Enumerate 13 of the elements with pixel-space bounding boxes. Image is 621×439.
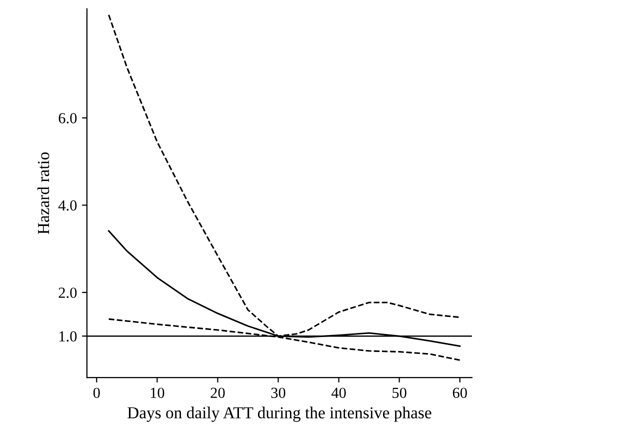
x-tick-label: 50 xyxy=(392,388,406,398)
y-tick-label: 4.0 xyxy=(58,200,77,211)
x-tick-label: 20 xyxy=(210,388,225,398)
y-tick-label: 6.0 xyxy=(58,113,77,124)
y-tick-label: 2.0 xyxy=(58,288,77,298)
x-tick-label: 60 xyxy=(452,388,467,398)
x-tick-label: 30 xyxy=(271,388,286,398)
x-tick-label: 10 xyxy=(150,388,164,398)
x-tick-label: 0 xyxy=(93,388,100,398)
x-tick-label: 40 xyxy=(331,388,346,398)
y-axis-title: Hazard ratio xyxy=(37,152,50,234)
x-axis-title: Days on daily ATT during the intensive phase xyxy=(128,406,432,422)
y-tick-label: 1.0 xyxy=(59,331,77,342)
